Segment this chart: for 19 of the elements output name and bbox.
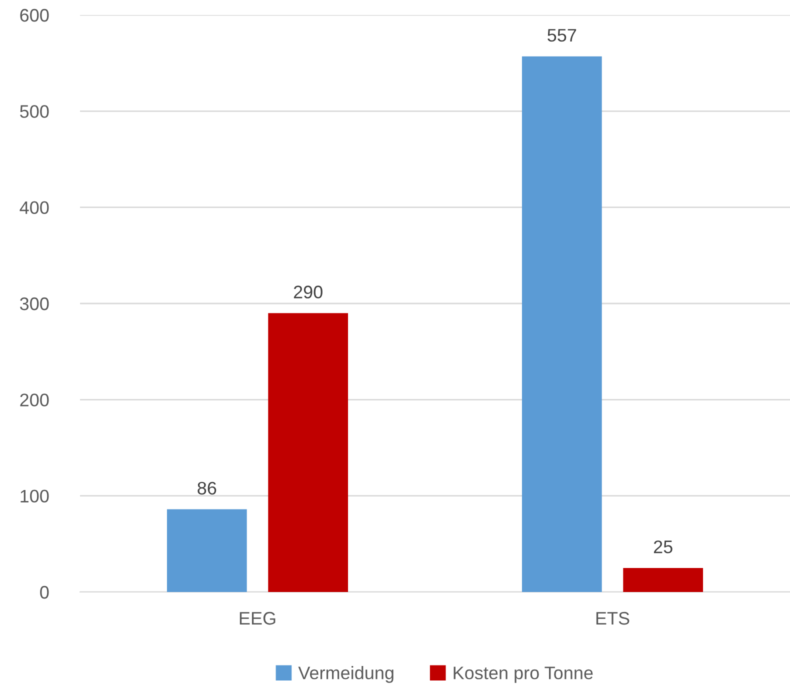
bar xyxy=(522,56,602,592)
y-tick-label: 200 xyxy=(20,394,49,406)
data-label: 290 xyxy=(294,286,322,298)
y-tick-label: 0 xyxy=(40,586,49,599)
x-tick-label: ETS xyxy=(596,612,630,625)
bar xyxy=(623,568,704,592)
data-label: 557 xyxy=(548,29,576,42)
bar xyxy=(268,313,348,592)
y-tick-label: 500 xyxy=(20,105,49,118)
y-tick-label: 600 xyxy=(20,8,49,22)
legend-label: Vermeidung xyxy=(298,666,394,683)
data-label: 86 xyxy=(198,482,216,495)
data-label: 25 xyxy=(654,540,672,554)
y-tick-label: 400 xyxy=(20,201,49,214)
y-tick-label: 300 xyxy=(20,297,49,310)
legend-label: Kosten pro Tonne xyxy=(454,666,593,683)
x-tick-label: EEG xyxy=(240,612,276,625)
y-tick-label: 100 xyxy=(20,490,49,503)
bar xyxy=(166,509,247,592)
